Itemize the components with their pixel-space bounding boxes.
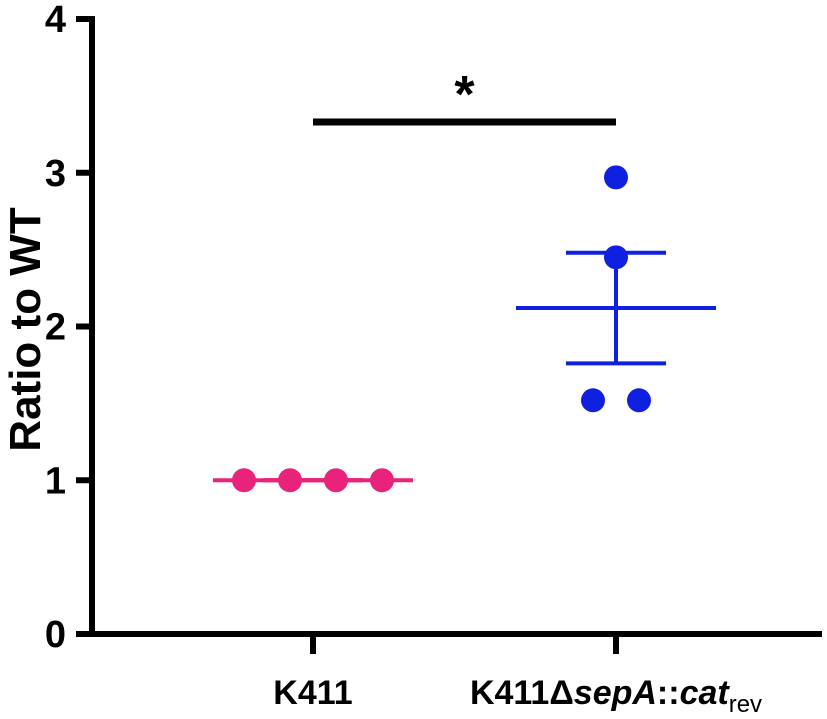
data-point (604, 165, 628, 190)
axes (76, 16, 822, 654)
x-tick-label-part: K411 (273, 674, 352, 712)
y-tick-label: 3 (45, 153, 66, 195)
y-axis-title: Ratio to WT (1, 207, 50, 452)
x-tick-label: K411 (273, 674, 352, 712)
y-tick-label: 2 (45, 307, 66, 349)
x-tick-label: K411ΔsepA::catrev (470, 674, 762, 718)
x-tick-label-part: sepA (574, 674, 657, 712)
x-tick-label-part: K411Δ (470, 674, 574, 712)
x-tick-label-part: :: (657, 674, 680, 712)
x-tick-label-part: rev (729, 691, 762, 718)
significance-label: * (454, 66, 475, 124)
y-tick-label: 4 (45, 0, 66, 41)
x-tick-label-part: cat (680, 674, 731, 712)
y-tick-label: 0 (45, 614, 66, 656)
data-point (581, 388, 605, 413)
y-tick-label: 1 (45, 460, 66, 502)
data-marks (213, 118, 716, 493)
data-point (627, 388, 651, 413)
data-point (604, 245, 628, 270)
